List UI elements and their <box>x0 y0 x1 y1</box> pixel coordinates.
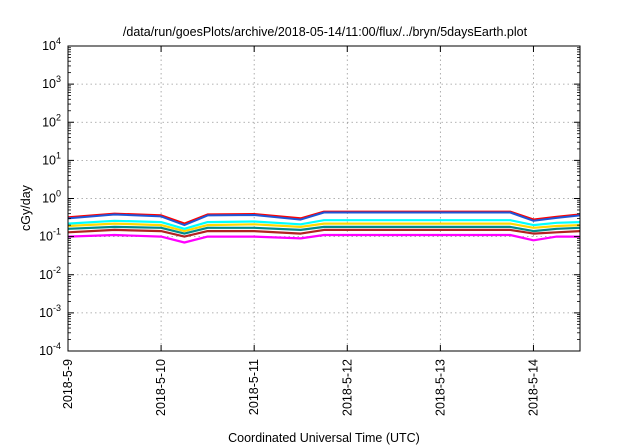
series-line <box>67 228 581 238</box>
x-tick-label: 2018-5-11 <box>247 359 261 415</box>
y-axis-label: cGy/day <box>19 184 33 231</box>
y-tick-label: 10-3 <box>39 303 61 320</box>
series-group <box>67 210 581 244</box>
x-axis-label: Coordinated Universal Time (UTC) <box>228 431 420 445</box>
grid <box>68 46 580 351</box>
chart-title: /data/run/goesPlots/archive/2018-05-14/1… <box>123 25 528 39</box>
x-tick-label: 2018-5-9 <box>61 359 75 409</box>
x-tick-label: 2018-5-12 <box>340 359 354 416</box>
y-tick-label: 10-4 <box>39 341 61 358</box>
y-tick-label: 10-2 <box>39 265 61 282</box>
y-tick-label: 104 <box>42 36 61 53</box>
x-tick-label: 2018-5-10 <box>154 359 168 416</box>
x-tick-labels: 2018-5-9 2018-5-10 2018-5-11 2018-5-12 2018-… <box>61 359 540 416</box>
series-line <box>67 222 581 233</box>
axis-ticks <box>67 45 580 352</box>
y-tick-label: 100 <box>42 189 61 206</box>
y-tick-labels: 10-4 10-3 10-2 10-1 100 101 102 103 104 <box>39 36 61 358</box>
x-tick-label: 2018-5-14 <box>526 359 540 416</box>
series-line <box>67 225 581 235</box>
y-tick-label: 101 <box>42 150 61 167</box>
y-tick-label: 10-1 <box>39 227 61 244</box>
y-tick-label: 102 <box>42 112 61 129</box>
series-line <box>67 219 581 230</box>
x-tick-label: 2018-5-13 <box>433 359 447 416</box>
series-line <box>67 211 581 227</box>
series-line <box>67 233 580 244</box>
y-tick-label: 103 <box>42 74 61 91</box>
